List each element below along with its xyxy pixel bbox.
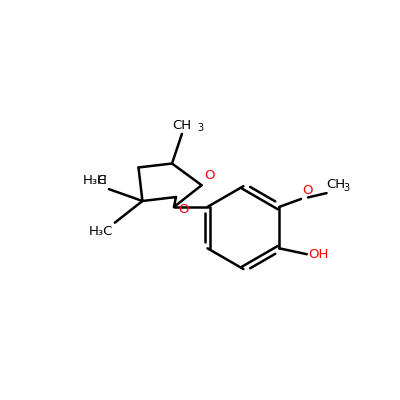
Text: 3: 3 xyxy=(197,123,203,133)
Text: O: O xyxy=(302,184,313,198)
Text: 3: 3 xyxy=(343,183,349,193)
Text: CH: CH xyxy=(326,178,346,191)
Text: O: O xyxy=(204,169,214,182)
Text: O: O xyxy=(178,203,189,216)
Text: H₃C: H₃C xyxy=(82,174,107,187)
Text: OH: OH xyxy=(308,248,329,261)
Text: H₃C: H₃C xyxy=(88,225,113,238)
Text: H: H xyxy=(97,174,107,187)
Text: CH: CH xyxy=(172,118,192,132)
